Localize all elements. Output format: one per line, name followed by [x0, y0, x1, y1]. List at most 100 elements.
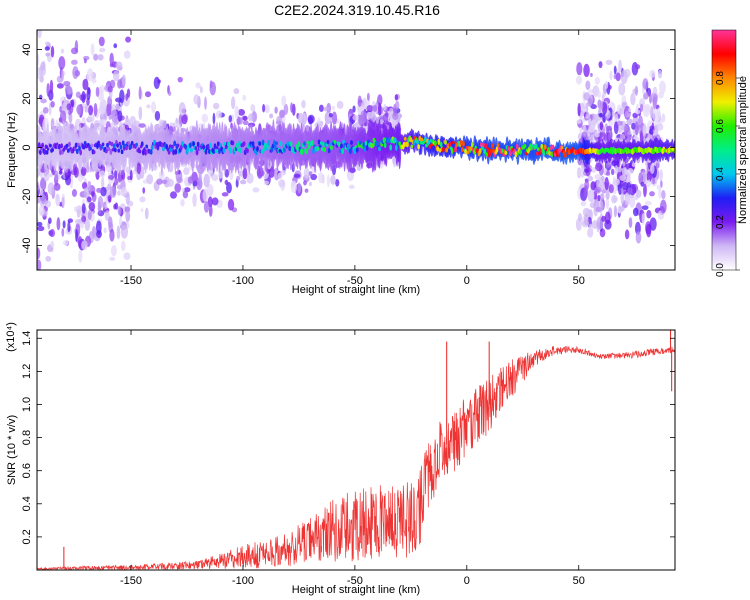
spectrogram-cell	[199, 86, 203, 94]
spectrogram-cell	[594, 130, 601, 138]
spectrogram-cell	[120, 187, 128, 197]
spectrogram-cell	[107, 195, 112, 203]
spectrogram-cell	[318, 171, 324, 184]
spectrogram-cell	[129, 116, 137, 128]
spectrogram-cell	[483, 148, 487, 155]
spectrogram-cell	[631, 162, 636, 168]
spectrogram-cell	[215, 110, 222, 119]
spectrogram-cell	[537, 147, 540, 152]
spectrogram-cell	[590, 72, 593, 78]
spectrogram-cell	[206, 143, 210, 150]
spectrogram-cell	[617, 120, 624, 126]
spectrogram-cell	[643, 92, 649, 100]
spectrogram-cell	[428, 143, 432, 150]
spectrogram-cell	[331, 105, 336, 111]
x-tick-label: -50	[347, 575, 363, 587]
snr-x-axis-label: Height of straight line (km)	[292, 584, 420, 596]
spectrogram-cell	[67, 220, 71, 233]
spectrogram-cell	[172, 149, 175, 156]
spectrogram-cell	[634, 85, 639, 96]
spectrogram-cell	[50, 240, 55, 248]
spectrogram-cell	[300, 148, 304, 155]
spectrogram-cell	[319, 141, 323, 145]
spectrogram-cell	[82, 79, 86, 90]
spectrogram-cell	[119, 89, 125, 104]
spectrogram-cell	[178, 102, 186, 116]
spectrogram-cell	[81, 240, 88, 250]
spectrogram-cell	[115, 61, 123, 70]
spectrogram-cell	[278, 148, 282, 153]
spectrogram-cell	[577, 168, 583, 178]
spectrogram-cell	[642, 78, 649, 90]
y-tick-label: 0	[21, 144, 33, 150]
spectrogram-cell	[450, 147, 454, 154]
spectrogram-cell	[230, 96, 236, 110]
spectrogram-cell	[395, 100, 400, 110]
spectrogram-cell	[454, 145, 458, 152]
spectrogram-cell	[649, 128, 654, 135]
spectrogram-cell	[484, 143, 488, 150]
spectrogram-cell	[336, 100, 344, 109]
spectrogram-cell	[227, 198, 235, 211]
spectrogram-cell	[104, 210, 110, 221]
spectrogram-cell	[221, 192, 229, 197]
spectrogram-cell	[394, 144, 398, 151]
spectrogram-cell	[63, 80, 71, 87]
spectrogram-cell	[321, 147, 324, 152]
spectrogram-cell	[514, 151, 518, 158]
spectrogram-cell	[619, 174, 627, 181]
spectrogram-cell	[577, 212, 583, 222]
spectrogram-cell	[462, 140, 465, 147]
spectrogram-cell	[620, 70, 628, 85]
spectrogram-cell	[604, 81, 609, 90]
spectrogram-cell	[173, 140, 177, 147]
spectrogram-cell	[116, 184, 122, 190]
spectrogram-cell	[193, 94, 200, 105]
spectrogram-cell	[308, 171, 313, 177]
spectrogram-cell	[40, 177, 47, 191]
spectrogram-cell	[40, 98, 47, 104]
spectrogram-cell	[114, 177, 119, 186]
spectrogram-cell	[75, 229, 78, 243]
spectrogram-cell	[634, 221, 641, 235]
spectrogram-cell	[317, 139, 321, 145]
spectrogram-cell	[37, 181, 40, 191]
spectrogram-cell	[418, 135, 422, 142]
spectrogram-cell	[491, 143, 494, 149]
spectrogram-cell	[58, 56, 66, 70]
spectrogram-cell	[37, 225, 45, 232]
spectrogram-cell	[179, 144, 183, 151]
spectrogram-cell	[652, 109, 659, 122]
spectrogram-cell	[326, 139, 330, 145]
spectrogram-frame	[36, 29, 676, 271]
spectrogram-cell	[214, 149, 218, 154]
spectrogram-cell	[288, 145, 292, 152]
spectrogram-cell	[471, 142, 474, 148]
spectrogram-cell	[257, 169, 265, 177]
spectrogram-cell	[138, 86, 142, 100]
spectrogram-cell	[212, 112, 216, 125]
spectrogram-cell	[621, 166, 628, 176]
spectrogram-y-axis-label: Frequency (Hz)	[6, 112, 18, 188]
spectrogram-cell	[327, 148, 331, 154]
x-tick-label: 0	[464, 575, 470, 587]
spectrogram-cell	[403, 136, 407, 141]
y-tick-label: 0.6	[21, 463, 33, 478]
spectrogram-cell	[144, 207, 149, 220]
spectrogram-cell	[71, 59, 78, 65]
spectrogram-cell	[135, 142, 139, 147]
spectrogram-cell	[236, 175, 241, 182]
spectrogram-cell	[597, 194, 601, 202]
spectrogram-cell	[120, 224, 129, 239]
spectrogram-cell	[375, 140, 379, 147]
spectrogram-cell	[276, 115, 283, 125]
spectrogram-cell	[182, 190, 189, 199]
spectrogram-cell	[87, 209, 92, 221]
spectrogram-cell	[535, 151, 539, 156]
spectrogram-cell	[252, 187, 260, 193]
spectrogram-cell	[170, 122, 179, 127]
spectrogram-cell	[599, 132, 607, 137]
spectrogram-cell	[610, 168, 615, 176]
spectrogram-cell	[111, 109, 118, 123]
spectrogram-cell	[37, 221, 43, 227]
